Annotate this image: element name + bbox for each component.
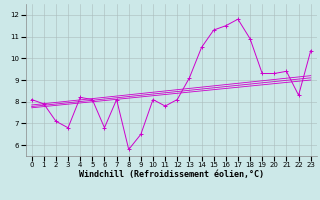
X-axis label: Windchill (Refroidissement éolien,°C): Windchill (Refroidissement éolien,°C) bbox=[79, 170, 264, 179]
